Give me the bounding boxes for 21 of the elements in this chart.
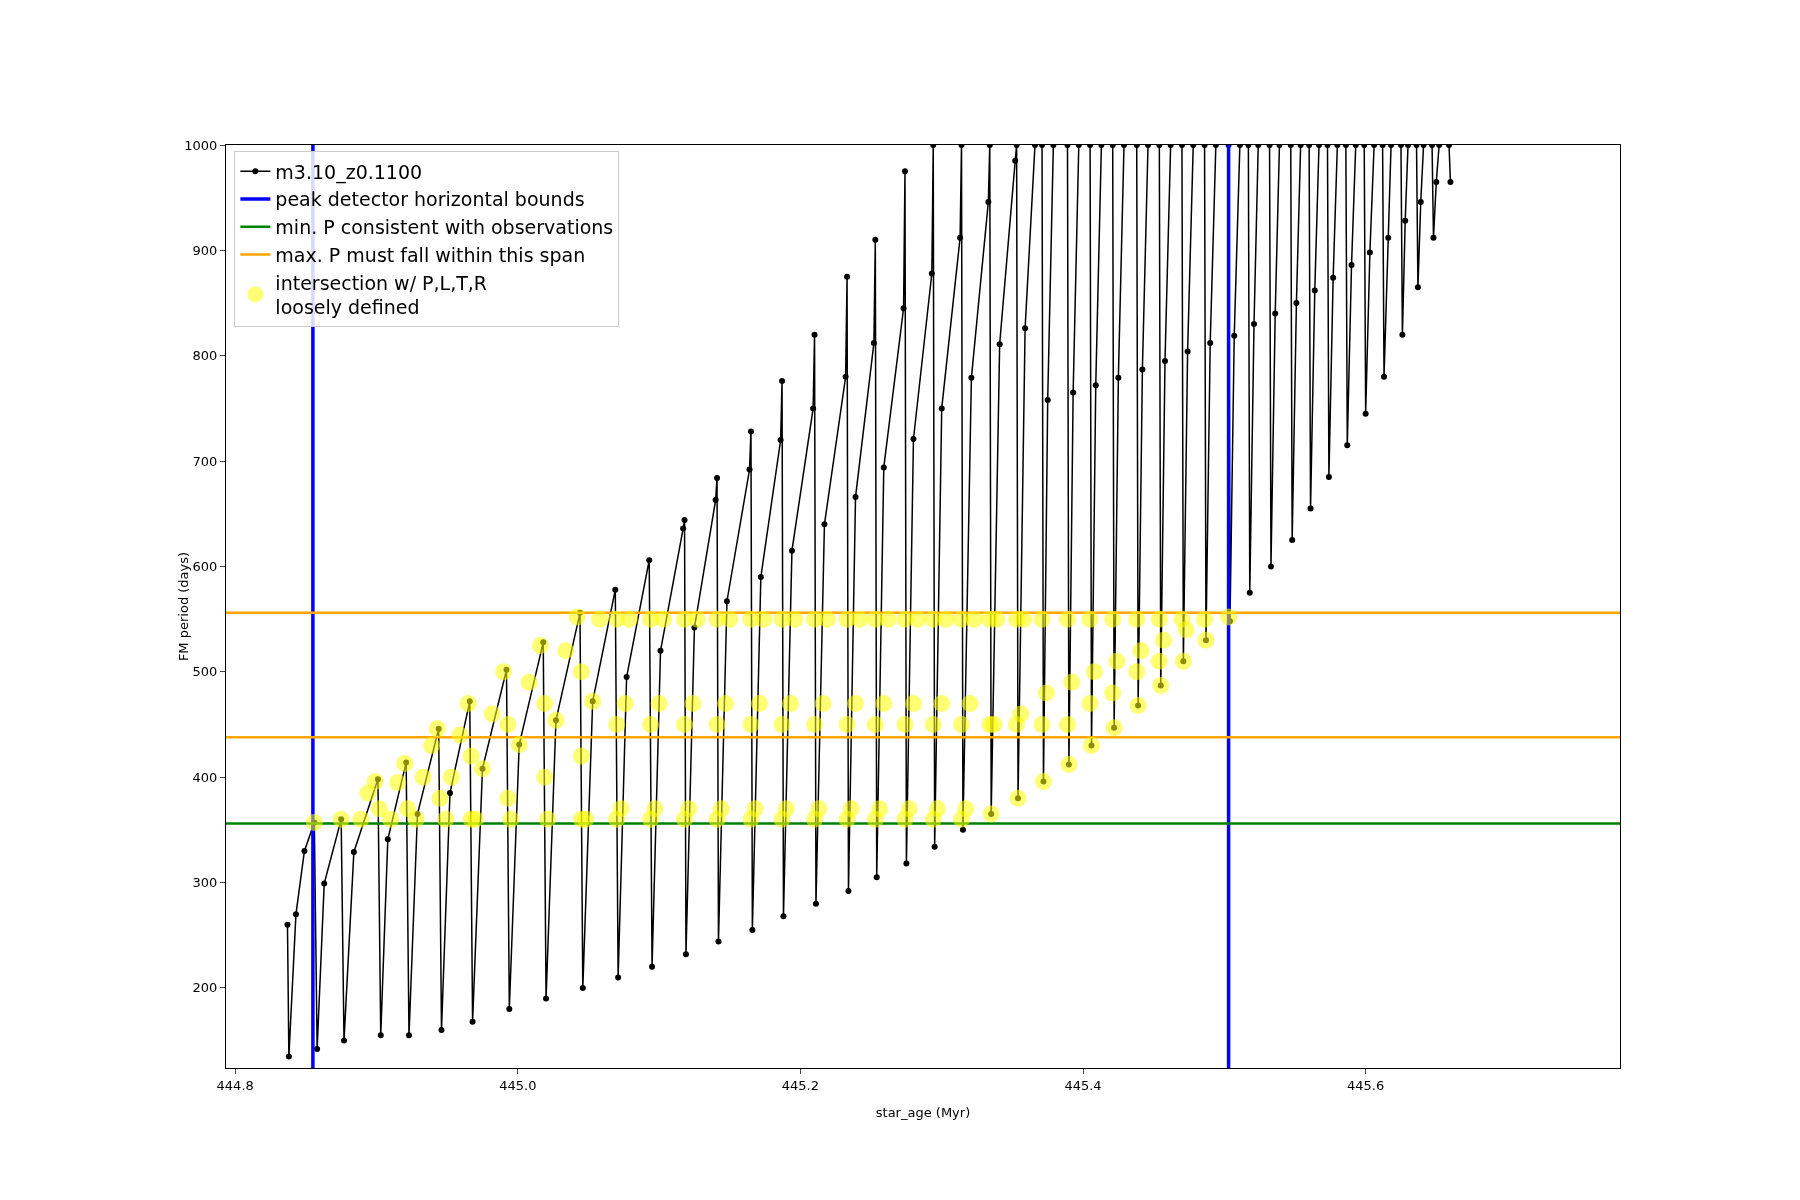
legend-label: m3.10_z0.1100 [275,160,423,184]
y-tick-label: 900 [192,242,218,258]
y-tick-label: 1000 [184,137,218,153]
x-axis-title: star_age (Myr) [875,1105,971,1120]
y-tick-label: 500 [192,664,218,680]
y-tick-label: 400 [192,769,218,785]
x-tick-label: 445.0 [499,1077,537,1093]
legend-label: intersection w/ P,L,T,R loosely defined [275,271,488,319]
y-tick-label: 600 [192,559,218,575]
legend-label: max. P must fall within this span [275,243,586,266]
x-tick-label: 445.6 [1347,1077,1385,1093]
x-tick-label: 445.4 [1064,1077,1102,1093]
x-tick-label: 445.2 [781,1077,820,1093]
y-tick-label: 200 [192,980,218,996]
x-tick-label: 444.8 [216,1077,254,1093]
y-tick-label: 800 [192,348,218,364]
y-tick-label: 700 [192,453,218,469]
legend-label: min. P consistent with observations [275,216,614,239]
y-tick-label: 300 [192,875,218,891]
ref-line-label: peak detector horizontal bounds [275,188,585,211]
y-axis-title: FM period (days) [175,551,191,662]
